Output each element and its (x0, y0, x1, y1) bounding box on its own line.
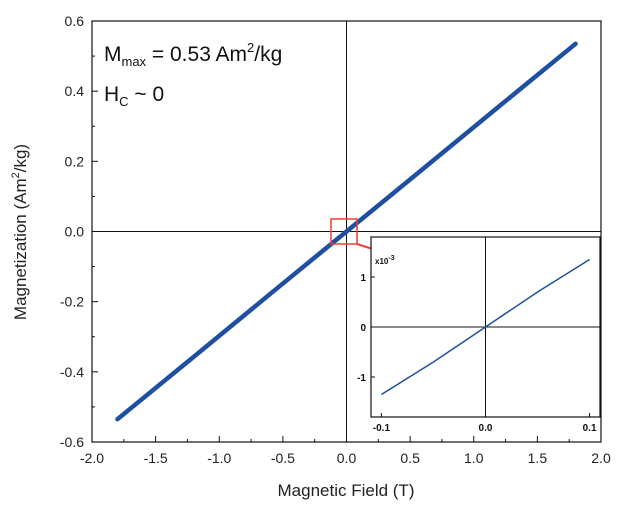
y-tick-label: 0.0 (65, 224, 85, 240)
x-tick-label: -1.5 (144, 450, 168, 466)
inset-multiplier-exponent: -3 (388, 255, 394, 262)
inset-y-tick-label: 0 (360, 323, 366, 334)
x-tick-label: -1.0 (207, 450, 231, 466)
x-tick-label: -2.0 (80, 450, 104, 466)
hc-annotation: HC ~ 0 (104, 83, 164, 109)
inset-x-tick-label: 0.0 (479, 423, 493, 434)
mmax-value: = 0.53 Am (146, 43, 247, 66)
hc-subscript: C (119, 94, 128, 109)
mmax-annotation: Mmax = 0.53 Am2/kg (104, 40, 282, 69)
y-axis-label-superscript: 2 (10, 172, 22, 178)
main-axis-ticks: -2.0 -1.5 -1.0 -0.5 0.0 0.5 1.0 1.5 2.0 -0.6 -0.4 -… (60, 13, 611, 466)
x-axis-label: Magnetic Field (T) (278, 481, 415, 500)
x-tick-label: 1.0 (464, 450, 484, 466)
y-tick-label: -0.6 (60, 434, 84, 450)
magnetization-series-line (115, 41, 578, 422)
y-tick-label: 0.4 (65, 83, 85, 99)
mmax-unit-tail: /kg (254, 43, 282, 66)
y-axis-label-text: Magnetization (Am (11, 178, 30, 320)
hc-value: ~ 0 (129, 83, 165, 106)
y-axis-label-unit: /kg) (11, 144, 30, 172)
zoom-box (330, 218, 358, 245)
y-tick-label: -0.4 (60, 364, 84, 380)
inset-x-tick-label: 0.1 (583, 423, 597, 434)
inset-multiplier-base: x10 (375, 257, 389, 266)
x-tick-label: -0.5 (271, 450, 295, 466)
hc-symbol: H (104, 83, 119, 106)
inset-axis-ticks: -0.1 0.0 0.1 -1 0 1 (357, 273, 597, 434)
y-axis-label: Magnetization (Am2/kg) (10, 144, 30, 320)
mmax-symbol: M (104, 43, 122, 66)
x-tick-label: 1.5 (528, 450, 548, 466)
inset-y-tick-label: 1 (360, 273, 366, 284)
x-tick-label: 0.5 (400, 450, 420, 466)
inset-y-tick-label: -1 (357, 373, 366, 384)
mmax-subscript: max (122, 54, 147, 69)
x-axis-label-text: Magnetic Field (T) (278, 481, 415, 500)
y-tick-label: 0.6 (65, 13, 85, 29)
inset-series-line (381, 258, 590, 396)
y-tick-label: 0.2 (65, 153, 85, 169)
inset-multiplier: x10-3 (375, 255, 395, 266)
inset-x-tick-label: -0.1 (373, 423, 391, 434)
y-tick-label: -0.2 (60, 294, 84, 310)
x-tick-label: 2.0 (591, 450, 611, 466)
mmax-superscript: 2 (247, 40, 254, 55)
x-tick-label: 0.0 (337, 450, 357, 466)
